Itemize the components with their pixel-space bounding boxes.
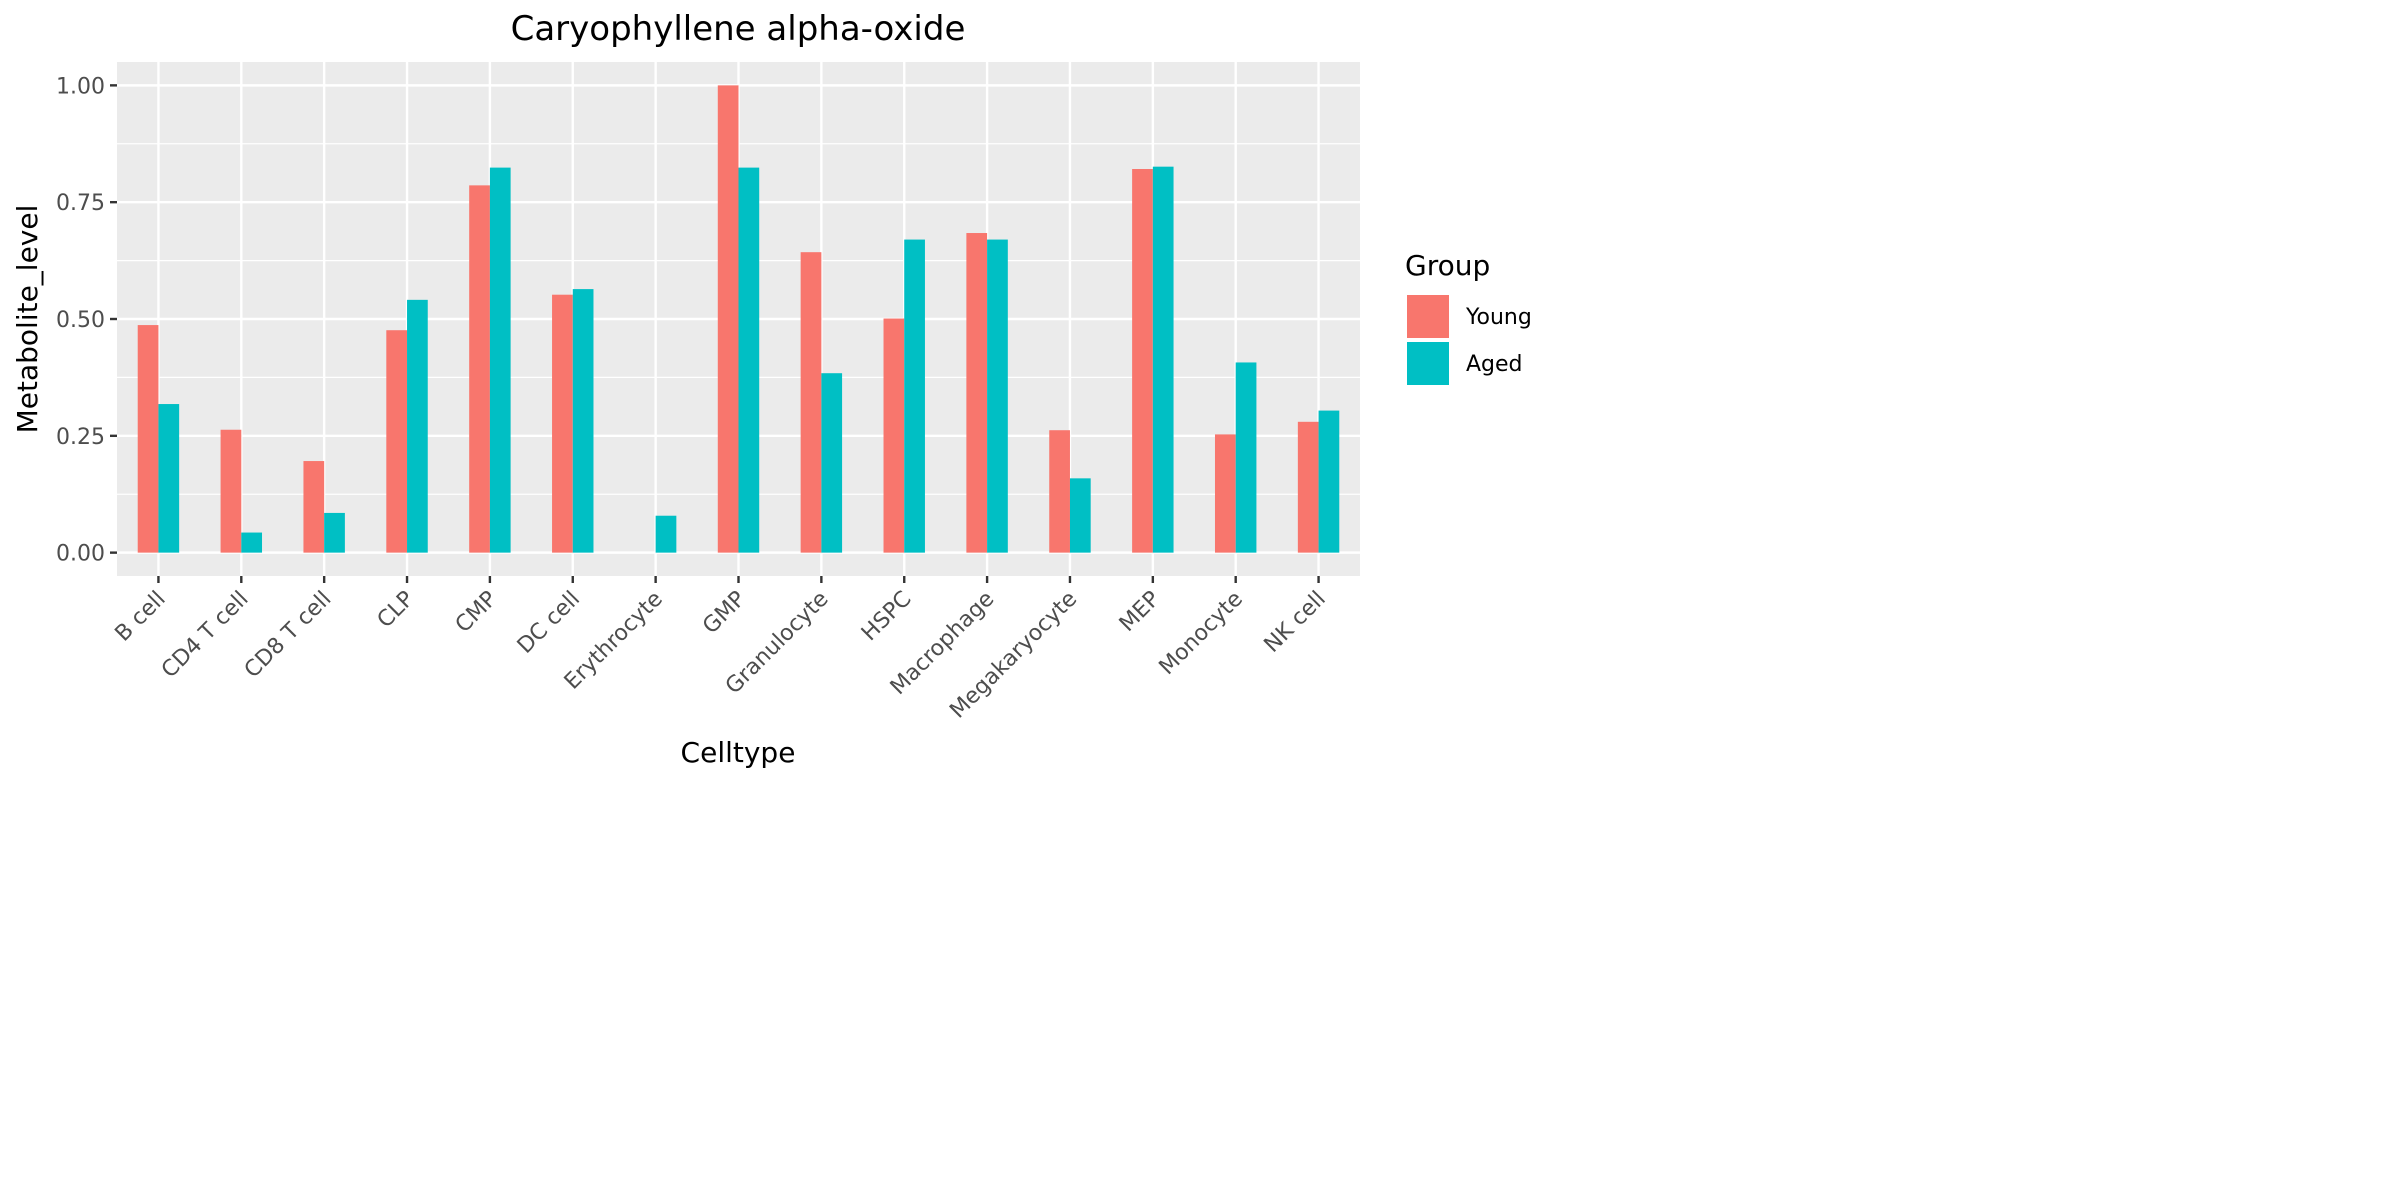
- legend-title: Group: [1405, 249, 1490, 282]
- bar-young: [883, 318, 905, 553]
- x-tick-label: DC cell: [513, 587, 585, 659]
- x-tick-label: HSPC: [857, 587, 916, 646]
- x-tick-label: CD8 T cell: [240, 587, 337, 684]
- legend: Group Young Aged: [1405, 249, 1532, 385]
- x-axis-title: Celltype: [681, 736, 796, 769]
- bar-young: [303, 461, 325, 553]
- x-tick-label: NK cell: [1260, 587, 1331, 658]
- x-tick-label: Monocyte: [1155, 587, 1248, 680]
- x-tick-label: GMP: [698, 587, 751, 640]
- bar-aged: [241, 532, 263, 553]
- bar-aged: [1235, 362, 1257, 553]
- y-tick-label: 0.75: [56, 191, 105, 216]
- x-tick-label: CMP: [451, 587, 502, 638]
- bar-young: [220, 429, 242, 553]
- bar-young: [1132, 169, 1153, 553]
- bar-young: [386, 330, 408, 553]
- bars: [137, 85, 1340, 553]
- bar-young: [469, 185, 490, 553]
- y-tick-label: 0.00: [56, 542, 105, 567]
- bar-young: [717, 85, 739, 553]
- x-tick-label: CD4 T cell: [157, 587, 254, 684]
- y-tick-label: 0.50: [56, 308, 105, 333]
- bar-aged: [904, 239, 925, 553]
- bar-aged: [1069, 478, 1091, 553]
- legend-label-young: Young: [1465, 305, 1532, 330]
- x-tick-label: CLP: [373, 587, 420, 634]
- y-tick-label: 1.00: [56, 74, 105, 99]
- chart-title: Caryophyllene alpha-oxide: [511, 9, 966, 49]
- bar-aged: [158, 404, 180, 553]
- bar-young: [1214, 434, 1236, 553]
- bar-young: [137, 325, 159, 553]
- bar-aged: [738, 167, 760, 553]
- bar-aged: [655, 515, 677, 553]
- bar-young: [1049, 430, 1070, 553]
- bar-aged: [324, 512, 345, 553]
- bar-aged: [489, 167, 511, 553]
- x-tick-label: MEP: [1115, 587, 1165, 637]
- y-tick-label: 0.25: [56, 425, 105, 450]
- x-tick-label: B cell: [111, 587, 171, 647]
- legend-key-young: [1407, 295, 1449, 338]
- bar-young: [1297, 421, 1319, 553]
- bar-aged: [987, 239, 1008, 553]
- y-axis: 0.00 0.25 0.50 0.75 1.00: [56, 74, 117, 567]
- bar-young: [800, 252, 822, 553]
- y-axis-title: Metabolite_level: [11, 205, 44, 434]
- legend-label-aged: Aged: [1466, 352, 1523, 377]
- legend-key-aged: [1407, 342, 1449, 385]
- bar-aged: [572, 289, 594, 553]
- bar-aged: [821, 373, 843, 553]
- bar-aged: [1152, 166, 1174, 553]
- bar-aged: [1318, 410, 1340, 553]
- bar-young: [966, 233, 988, 553]
- bar-aged: [407, 299, 428, 553]
- bar-young: [552, 294, 573, 553]
